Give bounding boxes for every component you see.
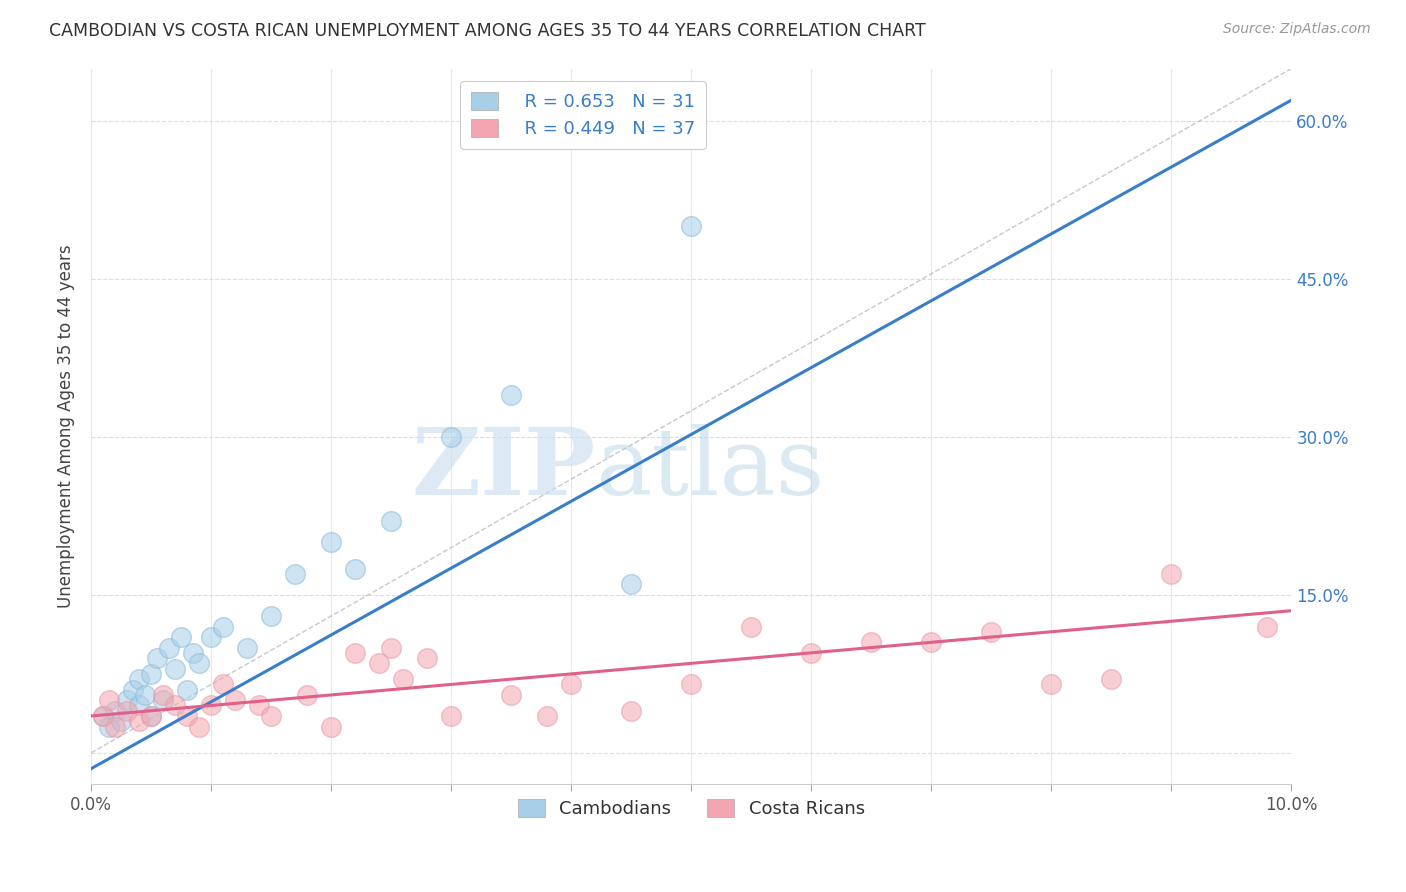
Point [380,640,402,655]
Point [200,630,222,644]
Point [416,651,439,665]
Point [181,646,204,660]
Text: Source: ZipAtlas.com: Source: ZipAtlas.com [1223,22,1371,37]
Point [115,693,138,707]
Point [98,719,121,733]
Point [200,698,222,713]
Point [165,662,187,676]
Point [740,619,762,633]
Point [91,709,114,723]
Point [284,566,307,581]
Point [98,693,121,707]
Point [440,430,463,444]
Point [146,651,169,665]
Point [1099,672,1122,686]
Point [176,709,198,723]
Point [344,646,367,660]
Point [224,693,246,707]
Point [188,719,211,733]
Point [128,714,150,729]
Point [128,698,150,713]
Point [176,682,198,697]
Text: ZIP: ZIP [411,425,595,515]
Point [536,709,558,723]
Point [115,704,138,718]
Point [260,609,283,624]
Point [247,698,270,713]
Point [122,682,145,697]
Point [260,709,283,723]
Point [141,709,163,723]
Text: atlas: atlas [595,425,824,515]
Point [188,657,211,671]
Point [236,640,259,655]
Point [91,709,114,723]
Point [165,698,187,713]
Point [152,688,174,702]
Point [440,709,463,723]
Point [104,704,127,718]
Point [141,666,163,681]
Point [1160,566,1182,581]
Y-axis label: Unemployment Among Ages 35 to 44 years: Unemployment Among Ages 35 to 44 years [58,244,75,608]
Point [344,561,367,575]
Point [560,677,582,691]
Point [860,635,883,649]
Point [620,577,643,591]
Point [980,624,1002,639]
Point [212,619,235,633]
Point [152,693,174,707]
Text: CAMBODIAN VS COSTA RICAN UNEMPLOYMENT AMONG AGES 35 TO 44 YEARS CORRELATION CHAR: CAMBODIAN VS COSTA RICAN UNEMPLOYMENT AM… [49,22,927,40]
Point [134,688,156,702]
Point [380,514,402,528]
Point [128,672,150,686]
Point [501,688,523,702]
Point [501,388,523,402]
Point [920,635,942,649]
Point [157,640,180,655]
Point [141,709,163,723]
Point [321,719,343,733]
Point [1040,677,1063,691]
Point [212,677,235,691]
Point [368,657,391,671]
Point [295,688,318,702]
Point [1256,619,1278,633]
Legend: Cambodians, Costa Ricans: Cambodians, Costa Ricans [510,792,872,825]
Point [321,535,343,549]
Point [392,672,415,686]
Point [681,219,703,234]
Point [110,714,132,729]
Point [681,677,703,691]
Point [170,630,193,644]
Point [620,704,643,718]
Point [104,719,127,733]
Point [800,646,823,660]
